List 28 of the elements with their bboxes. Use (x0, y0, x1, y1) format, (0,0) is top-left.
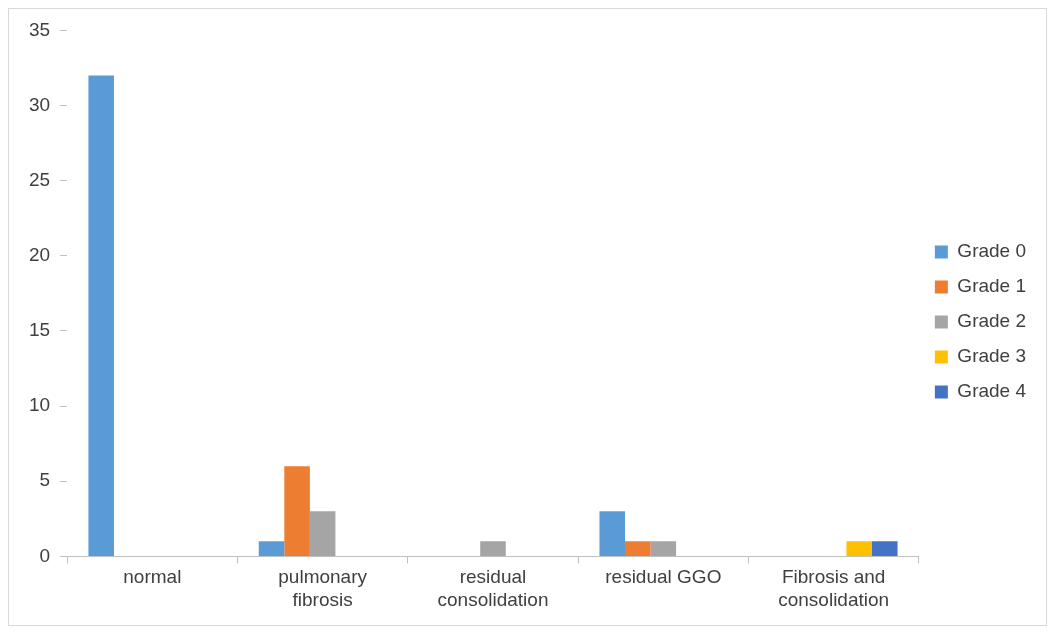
bar (258, 541, 285, 556)
x-tick-label: normal (123, 566, 182, 588)
bar (309, 511, 336, 556)
legend-label: Grade 2 (957, 310, 1026, 332)
x-tick-label: residual GGO (605, 566, 722, 588)
y-tick-label: 30 (28, 93, 51, 115)
bar (284, 466, 310, 556)
bar (846, 541, 872, 556)
bar (872, 541, 898, 556)
x-tick-label: pulmonary fibrosis (278, 566, 368, 610)
x-tick-label: Fibrosis and consolidation (778, 566, 890, 610)
bar (88, 75, 114, 556)
x-tick-label: residual consolidation (437, 566, 549, 610)
bar (650, 541, 677, 556)
bar (599, 511, 626, 556)
y-tick-label: 35 (28, 18, 51, 40)
bar (480, 541, 506, 556)
y-tick-label: 5 (39, 469, 51, 491)
y-tick-label: 10 (28, 394, 51, 416)
y-tick-label: 15 (28, 319, 51, 341)
legend-label: Grade 0 (957, 240, 1026, 262)
bar (625, 541, 651, 556)
y-tick-label: 25 (28, 168, 51, 190)
y-tick-label: 20 (28, 244, 51, 266)
legend-label: Grade 4 (957, 380, 1027, 402)
legend-label: Grade 1 (957, 275, 1026, 297)
y-tick-label: 0 (39, 544, 51, 566)
legend-label: Grade 3 (957, 345, 1026, 367)
